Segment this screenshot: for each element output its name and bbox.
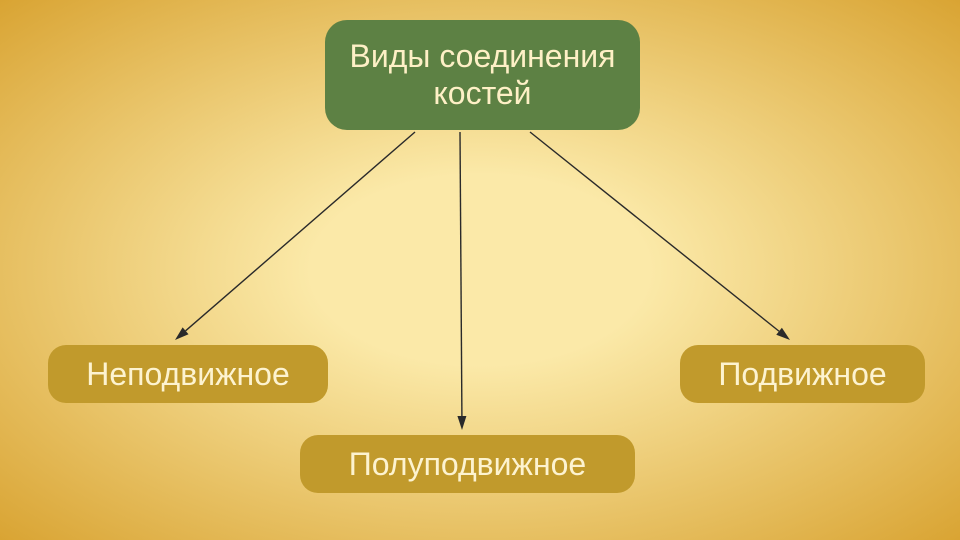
node-left: Неподвижное xyxy=(48,345,328,403)
node-right-label: Подвижное xyxy=(718,356,886,393)
node-root-label: Виды соединения костей xyxy=(350,38,616,112)
node-left-label: Неподвижное xyxy=(86,356,290,393)
node-root: Виды соединения костей xyxy=(325,20,640,130)
diagram-canvas: Виды соединения костей Неподвижное Полуп… xyxy=(0,0,960,540)
node-middle: Полуподвижное xyxy=(300,435,635,493)
node-middle-label: Полуподвижное xyxy=(349,446,586,483)
node-right: Подвижное xyxy=(680,345,925,403)
